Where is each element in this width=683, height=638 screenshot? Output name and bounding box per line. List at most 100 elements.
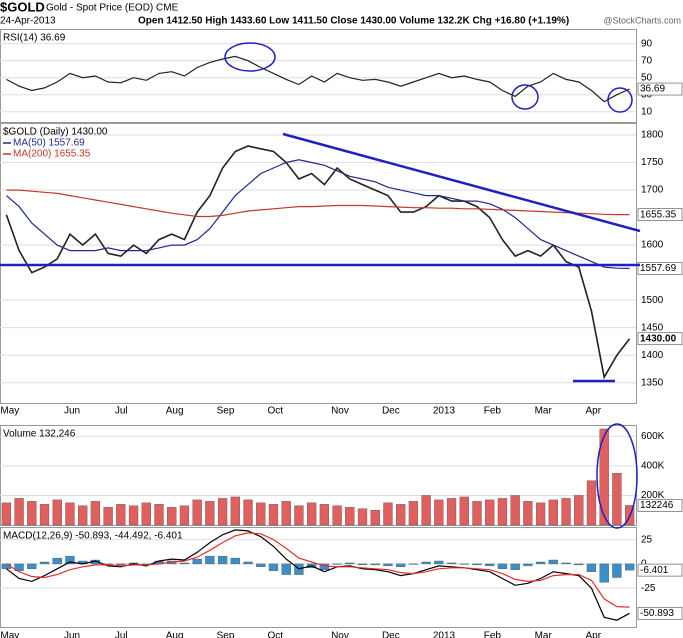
y-tick-label: 1700: [641, 185, 664, 196]
panel-title: MACD(12,26,9) -50.893, -44.492, -6.401: [3, 531, 183, 542]
y-tick-label: 90: [641, 38, 653, 49]
series-line: [6, 159, 630, 269]
bar: [27, 563, 37, 569]
bar: [599, 563, 609, 583]
bar: [459, 496, 469, 526]
bar: [52, 499, 62, 526]
bar: [39, 561, 50, 565]
bar: [561, 562, 571, 565]
y-tick-label: 1450: [641, 322, 664, 333]
bar: [586, 480, 597, 526]
bar: [345, 562, 355, 565]
y-tick-label: 1600: [641, 240, 664, 251]
bar: [523, 501, 533, 526]
value-tag: [637, 82, 683, 96]
x-tick-label: Mar: [535, 631, 553, 638]
value-tag: [637, 208, 683, 221]
bar: [523, 563, 533, 567]
panel-title: $GOLD (Daily) 1430.00: [3, 127, 108, 138]
series-line: [6, 529, 630, 621]
value-tag: [637, 332, 683, 346]
symbol: $GOLD: [0, 0, 45, 14]
y-tick-label: 1800: [641, 130, 664, 141]
y-tick-label: 1500: [641, 295, 664, 306]
bar: [192, 558, 202, 565]
bar: [510, 495, 520, 526]
bar: [103, 507, 113, 526]
bar: [510, 563, 520, 570]
bar: [383, 502, 393, 526]
x-tick-label: Jul: [115, 631, 128, 638]
bar: [281, 563, 291, 575]
bar: [459, 563, 469, 565]
x-tick-label: Oct: [267, 631, 283, 638]
x-tick-label: 2013: [433, 631, 456, 638]
x-tick-label: Apr: [585, 631, 601, 638]
value-tag: [637, 262, 683, 275]
y-tick-label: 1350: [641, 377, 664, 388]
bar: [548, 559, 558, 565]
y-tick-label: 70: [641, 55, 653, 66]
quote: Open 1412.50 High 1433.60 Low 1411.50 Cl…: [138, 16, 569, 27]
bar: [128, 505, 139, 526]
trendline: [282, 132, 641, 233]
bar: [485, 563, 495, 567]
bar: [332, 505, 342, 526]
value-tag-label: -50.893: [640, 608, 674, 619]
x-tick-label: Sep: [217, 406, 235, 417]
highlight: [596, 423, 638, 529]
bar: [599, 428, 609, 526]
value-tag-label: 1655.35: [640, 209, 677, 220]
bar: [319, 504, 330, 526]
x-tick-label: Feb: [484, 406, 502, 417]
highlight: [607, 87, 633, 113]
bar: [612, 473, 622, 526]
x-tick-label: Dec: [382, 406, 400, 417]
bar: [586, 563, 597, 572]
bar: [497, 563, 508, 569]
bar: [14, 563, 24, 571]
x-tick-label: Oct: [267, 406, 283, 417]
bar: [561, 498, 571, 526]
bar: [421, 495, 431, 526]
bar: [230, 496, 240, 526]
bar: [472, 563, 482, 566]
value-tag-label: 1430.00: [640, 333, 677, 344]
x-tick-label: May: [0, 631, 19, 638]
panel-title: RSI(14) 36.69: [3, 33, 66, 44]
bar: [281, 501, 291, 526]
x-tick-label: Sep: [217, 631, 235, 638]
bar: [268, 504, 279, 526]
highlight: [511, 84, 539, 110]
bar: [39, 504, 50, 526]
x-tick-label: May: [0, 406, 19, 417]
x-tick-label: Jun: [64, 406, 80, 417]
rsi-frame: [0, 29, 637, 123]
x-tick-label: Aug: [166, 631, 184, 638]
bar: [548, 499, 558, 526]
bar: [396, 504, 406, 526]
bar: [167, 507, 177, 526]
bar: [78, 505, 88, 526]
bar: [624, 563, 635, 571]
date: 24-Apr-2013: [0, 16, 56, 27]
bar: [446, 562, 457, 565]
bar: [243, 561, 253, 565]
y-tick-label: 400K: [641, 461, 665, 472]
y-tick-label: -25: [641, 583, 656, 594]
bar: [574, 495, 584, 526]
bar: [52, 557, 62, 565]
bar: [574, 563, 584, 566]
y-tick-label: 1750: [641, 157, 664, 168]
security-name: Gold - Spot Price (EOD) CME: [46, 3, 179, 14]
bar: [319, 563, 330, 570]
bar: [179, 562, 190, 565]
x-tick-label: Nov: [331, 406, 349, 417]
highlight: [224, 42, 276, 72]
x-tick-label: 2013: [433, 406, 456, 417]
bar: [370, 563, 380, 566]
x-tick-label: Dec: [382, 631, 400, 638]
x-tick-label: Jun: [64, 631, 80, 638]
price-frame: [0, 123, 637, 404]
